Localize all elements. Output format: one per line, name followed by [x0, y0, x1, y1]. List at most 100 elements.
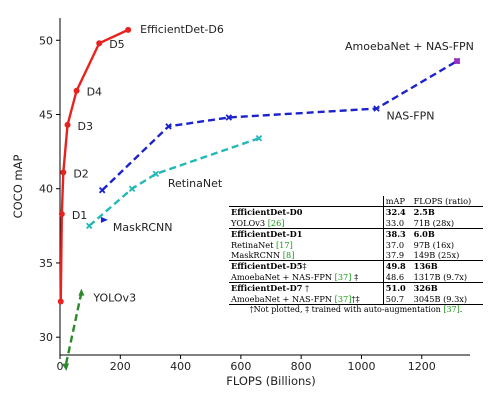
table-footnote-row: †Not plotted, ‡ trained with auto-augmen…	[229, 304, 483, 316]
y-tick-label: 50	[39, 34, 53, 47]
table-cell-model: YOLOv3 [26]	[229, 217, 384, 229]
table-row: YOLOv3 [26] 33.0 71B (28x)	[229, 217, 483, 229]
footnote-ref: [37]	[443, 305, 460, 315]
table-row: AmoebaNet + NAS-FPN [37]†‡ 50.7 3045B (9.3…	[229, 293, 483, 305]
table-row: EfficientDet-D1 38.3 6.0B	[229, 228, 483, 240]
x-tick-label: 800	[291, 360, 312, 373]
x-axis-label: FLOPS (Billions)	[226, 374, 316, 388]
table-cell-flops: 136B	[411, 260, 483, 272]
table-header-cell: FLOPS (ratio)	[413, 196, 472, 206]
table-cell-flops: 71B (28x)	[413, 217, 455, 228]
table-row: EfficientDet-D7 † 51.0 326B	[229, 282, 483, 294]
table-cell-map: 32.4	[383, 206, 412, 218]
y-tick-label: 30	[39, 331, 53, 344]
series-line-amoebanet-nas-fpn	[101, 60, 458, 192]
data-label: D1	[72, 209, 87, 222]
point-amoebanet-nas-fpn	[373, 105, 380, 112]
model-ref: [17]	[275, 239, 293, 250]
table-row: MaskRCNN [8] 37.9 149B (25x)	[229, 250, 483, 261]
table-cell-flops: 6.0B	[411, 228, 483, 240]
table-header-cell	[229, 196, 384, 207]
footnote-end: .	[459, 305, 463, 315]
point-amoebanet-nas-fpn-end	[454, 58, 460, 64]
labels-layer: D1 D2 D3 D4 D5 EfficientDet-D6 NAS-FPN AmoebaNe…	[72, 23, 474, 305]
axes: 0 200 400 600 800 1000 1200 30 35 40 45 50 FLOPS (Bi…	[11, 18, 470, 388]
model-ref: [8]	[282, 250, 295, 261]
y-tick-label: 45	[39, 108, 53, 121]
data-label: D2	[73, 167, 88, 180]
table-cell-map: 49.8	[383, 260, 412, 272]
x-tick-label: 600	[230, 360, 251, 373]
table-cell-model: EfficientDet-D0	[229, 206, 384, 218]
model-name: EfficientDet-D5	[231, 261, 303, 272]
point-efficientdet	[125, 26, 132, 33]
data-label: MaskRCNN	[113, 221, 173, 234]
model-name: EfficientDet-D1	[231, 229, 303, 240]
table-cell-map: 50.7	[385, 293, 405, 304]
table-cell-flops: 97B (16x)	[413, 239, 455, 250]
table-cell-model: EfficientDet-D5‡	[229, 260, 384, 272]
table-cell-map: 37.9	[385, 250, 405, 261]
point-maskrcnn	[100, 216, 108, 223]
point-efficientdet	[73, 87, 80, 94]
data-label: D5	[109, 38, 124, 51]
model-ref: [26]	[267, 217, 285, 228]
point-efficientdet	[58, 210, 65, 217]
model-ref: [37]	[334, 271, 352, 282]
table-header-row: mAP FLOPS (ratio)	[229, 196, 483, 207]
comparison-table: mAP FLOPS (ratio) EfficientDet-D0 32.4 2.5B Y…	[229, 196, 483, 316]
x-tick-label: 400	[170, 360, 191, 373]
x-tick-label: 200	[110, 360, 131, 373]
series-line-efficientdet	[59, 28, 129, 302]
x-tick-label: 0	[57, 360, 64, 373]
table-cell-model: AmoebaNet + NAS-FPN [37] ‡	[229, 271, 384, 283]
data-label: NAS-FPN	[387, 110, 435, 123]
point-yolov3	[61, 363, 69, 371]
series-line-yolov3	[64, 292, 83, 368]
model-mark: †	[302, 283, 310, 294]
data-label: YOLOv3	[92, 292, 136, 305]
table-cell-model: EfficientDet-D1	[229, 228, 384, 240]
table-row: EfficientDet-D5‡ 49.8 136B	[229, 260, 483, 272]
point-amoebanet-nas-fpn	[98, 186, 106, 194]
model-mark: ‡	[302, 261, 307, 272]
table-cell-map: 33.0	[385, 217, 405, 228]
table-cell-model: AmoebaNet + NAS-FPN [37]†‡	[229, 293, 384, 305]
point-retinanet	[152, 170, 160, 178]
model-name: AmoebaNet + NAS-FPN	[231, 293, 335, 304]
model-name: EfficientDet-D0	[231, 207, 303, 218]
point-efficientdet	[64, 121, 71, 128]
data-label: D4	[87, 86, 102, 99]
y-tick-label: 40	[39, 183, 53, 196]
model-mark: †‡	[351, 293, 360, 304]
footnote-text: †Not plotted, ‡ trained with auto-augmen…	[249, 305, 444, 315]
model-mark: ‡	[351, 271, 359, 282]
data-label: RetinaNet	[168, 177, 223, 190]
point-efficientdet	[60, 169, 67, 176]
point-efficientdet	[57, 298, 64, 305]
point-retinanet	[86, 222, 93, 230]
model-name: MaskRCNN	[231, 250, 283, 261]
point-retinanet	[255, 135, 263, 142]
table-row: EfficientDet-D0 32.4 2.5B	[229, 206, 483, 218]
x-tick-label: 1200	[408, 360, 436, 373]
table-cell-flops: 1317B (9.7x)	[413, 271, 468, 282]
table-cell-flops: 149B (25x)	[413, 250, 460, 261]
table-row: AmoebaNet + NAS-FPN [37] ‡ 48.6 1317B (9.7…	[229, 271, 483, 283]
model-name: RetinaNet	[231, 239, 276, 250]
model-name: EfficientDet-D7	[231, 283, 303, 294]
model-name: AmoebaNet + NAS-FPN	[231, 271, 335, 282]
y-axis-label: COCO mAP	[11, 155, 25, 219]
table-cell-model: MaskRCNN [8]	[229, 250, 384, 261]
table-row: RetinaNet [17] 37.0 97B (16x)	[229, 239, 483, 251]
point-amoebanet-nas-fpn	[165, 123, 172, 130]
table-header-cell: mAP	[385, 196, 405, 206]
table-cell-flops: 3045B (9.3x)	[413, 293, 468, 304]
table-cell-model: RetinaNet [17]	[229, 239, 384, 251]
model-ref: [37]	[334, 293, 352, 304]
table-cell-flops: 2.5B	[411, 206, 483, 218]
data-label: AmoebaNet + NAS-FPN	[345, 40, 474, 53]
point-efficientdet	[96, 40, 103, 47]
point-amoebanet-nas-fpn	[225, 114, 233, 121]
